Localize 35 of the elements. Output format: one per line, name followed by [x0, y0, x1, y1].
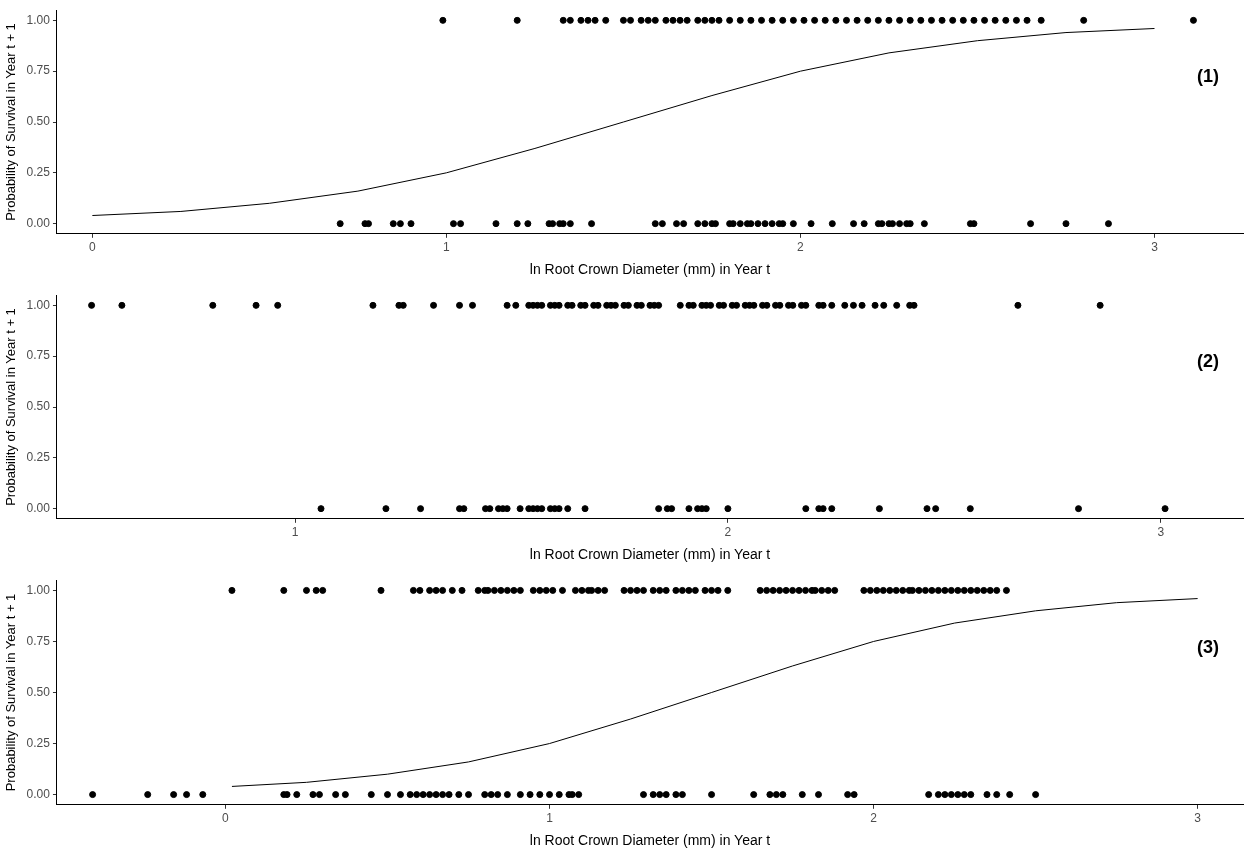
y-tick-label: 1.00 — [26, 582, 51, 597]
x-tick-label: 2 — [724, 525, 732, 540]
x-tick-label: 3 — [1151, 240, 1159, 255]
x-tick-label: 3 — [1194, 811, 1202, 826]
x-axis-title: ln Root Crown Diameter (mm) in Year t — [529, 832, 771, 849]
y-tick-label: 0.00 — [26, 786, 51, 801]
x-tick-label: 2 — [870, 811, 878, 826]
x-axis-title: ln Root Crown Diameter (mm) in Year t — [529, 546, 771, 563]
x-tick-label: 1 — [291, 525, 299, 540]
annotation: (1) — [1197, 66, 1219, 87]
y-tick-label: 0.25 — [26, 735, 51, 750]
y-tick-label: 0.50 — [26, 684, 51, 699]
x-tick-label: 0 — [222, 811, 230, 826]
x-tick-label: 2 — [797, 240, 805, 255]
x-tick-label: 0 — [89, 240, 97, 255]
annotation: (3) — [1197, 636, 1219, 657]
x-tick-label: 1 — [443, 240, 451, 255]
x-tick-label: 3 — [1157, 525, 1165, 540]
y-tick-label: 0.50 — [26, 399, 51, 414]
y-tick-label: 0.75 — [26, 63, 51, 78]
y-axis-title: Probability of Survival in Year t + 1 — [3, 593, 19, 792]
y-tick-label: 1.00 — [26, 12, 51, 27]
x-axis-title: ln Root Crown Diameter (mm) in Year t — [529, 261, 771, 278]
y-axis-title: Probability of Survival in Year t + 1 — [3, 308, 19, 506]
y-tick-label: 0.50 — [26, 114, 51, 129]
y-tick-label: 0.00 — [26, 500, 51, 515]
x-tick-label: 1 — [546, 811, 554, 826]
y-tick-label: 0.25 — [26, 450, 51, 465]
y-tick-label: 0.00 — [26, 215, 51, 230]
annotation: (2) — [1197, 351, 1219, 372]
y-axis-title: Probability of Survival in Year t + 1 — [3, 23, 19, 221]
y-tick-label: 0.25 — [26, 165, 51, 180]
y-tick-label: 1.00 — [26, 297, 51, 312]
y-tick-label: 0.75 — [26, 633, 51, 648]
y-tick-label: 0.75 — [26, 348, 51, 363]
